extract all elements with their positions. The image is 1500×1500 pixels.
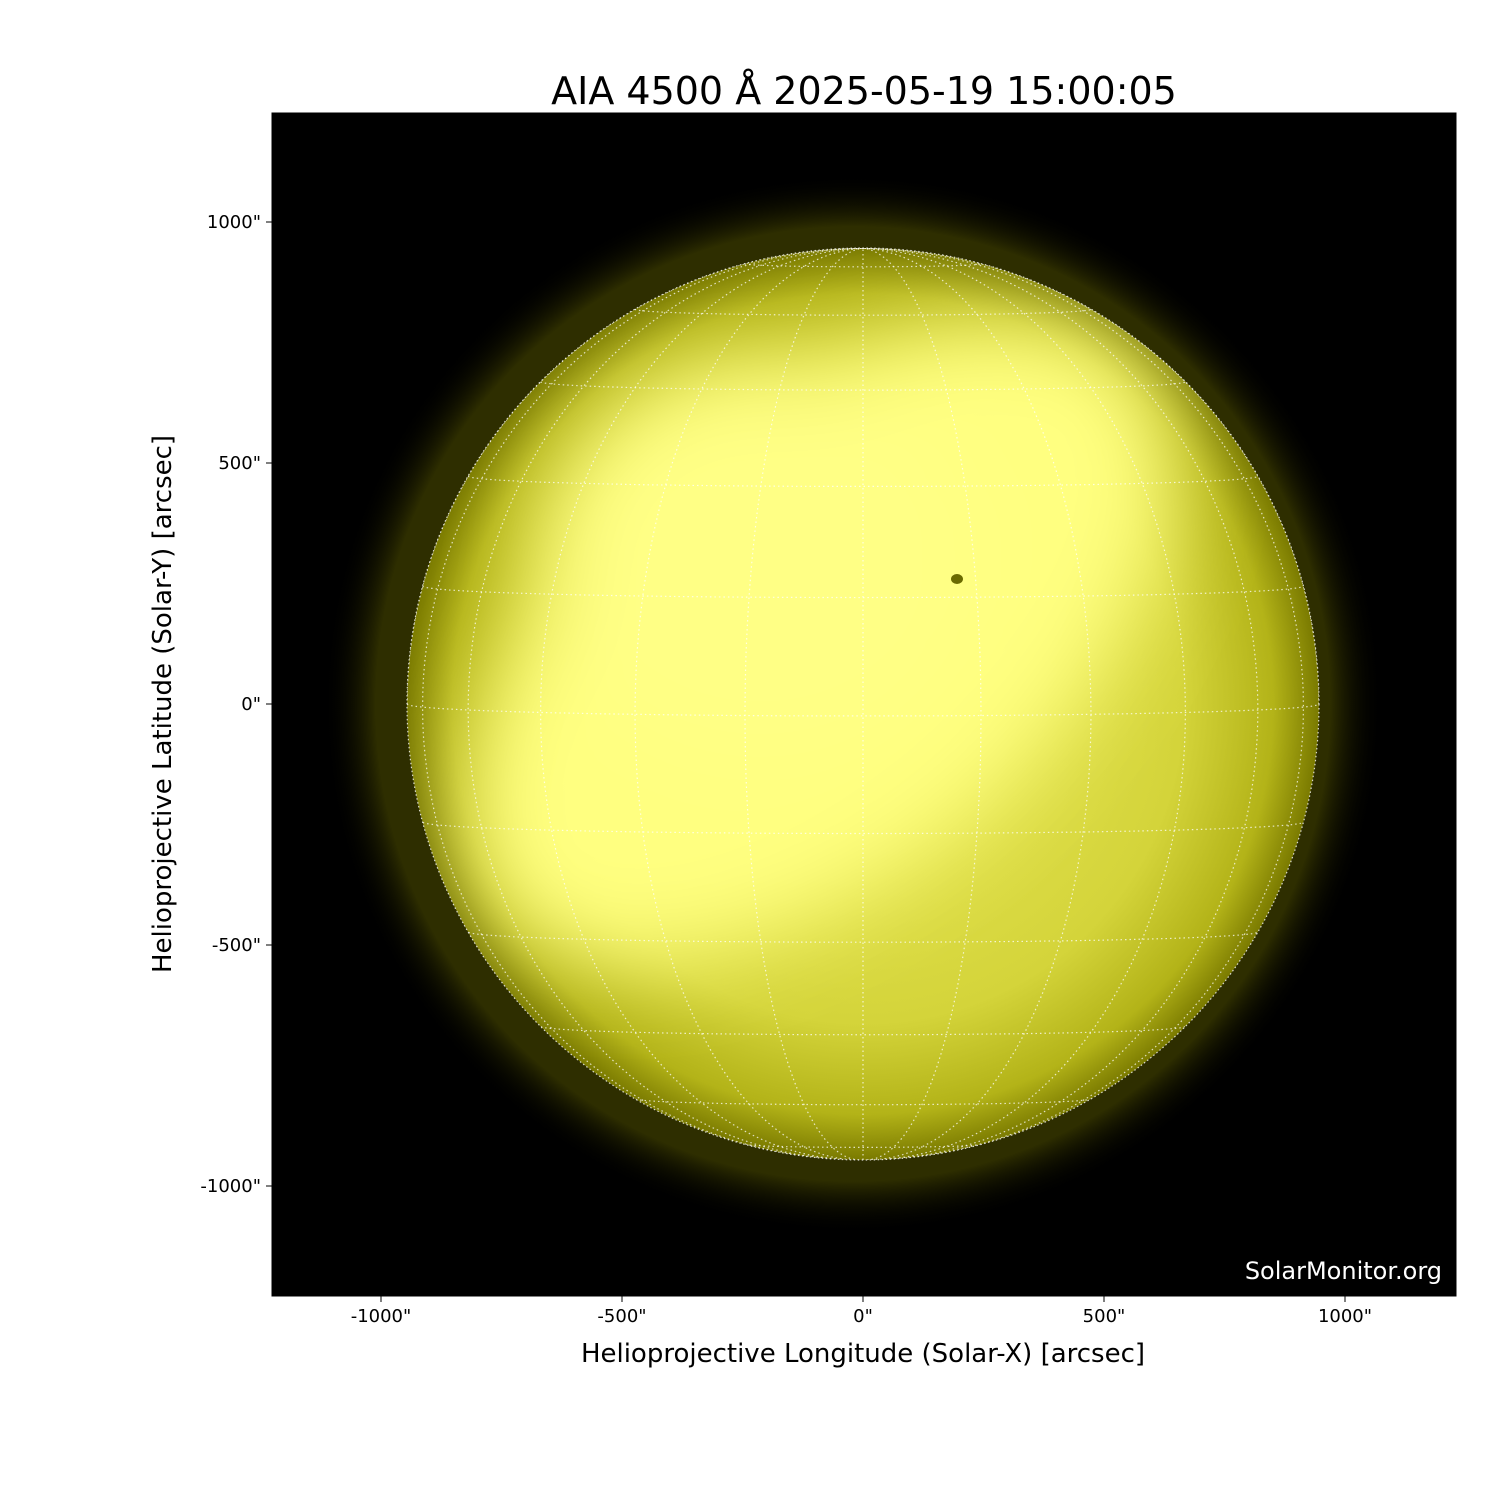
limb-outline bbox=[406, 247, 1320, 1161]
longitude-line bbox=[862, 248, 1187, 1160]
solar-disk bbox=[407, 248, 1319, 1160]
x-tick-label: 500" bbox=[1083, 1306, 1126, 1327]
x-tick-label: 1000" bbox=[1318, 1306, 1372, 1327]
y-tick-label: -500" bbox=[212, 935, 261, 956]
latitude-line bbox=[422, 821, 1304, 835]
longitude-line bbox=[862, 248, 1092, 1160]
watermark: SolarMonitor.org bbox=[1245, 1257, 1442, 1285]
y-tick-label: 1000" bbox=[207, 212, 261, 233]
sunspot bbox=[951, 574, 963, 584]
y-tick-label: 0" bbox=[241, 694, 261, 715]
longitude-line bbox=[421, 248, 864, 1159]
x-tick-label: 0" bbox=[853, 1306, 873, 1327]
y-axis-label: Helioprojective Latitude (Solar-Y) [arcs… bbox=[148, 435, 178, 973]
heliographic-grid bbox=[407, 248, 1319, 1160]
x-tick-label: -1000" bbox=[351, 1306, 412, 1327]
x-axis: -1000" -500" 0" 500" 1000" bbox=[351, 1296, 1372, 1327]
y-tick-label: -1000" bbox=[200, 1176, 261, 1197]
y-axis: 1000" 500" 0" -500" -1000" bbox=[200, 212, 272, 1197]
x-tick-label: -500" bbox=[597, 1306, 646, 1327]
x-axis-label: Helioprojective Longitude (Solar-X) [arc… bbox=[581, 1339, 1145, 1369]
longitude-line bbox=[862, 248, 1305, 1159]
latitude-line bbox=[745, 1144, 981, 1148]
latitude-line bbox=[634, 308, 1092, 316]
latitude-line bbox=[635, 1098, 1091, 1106]
latitude-line bbox=[407, 703, 1319, 717]
latitude-line bbox=[744, 262, 982, 268]
longitude-line bbox=[634, 248, 864, 1160]
y-tick-label: 500" bbox=[218, 453, 261, 474]
longitude-line bbox=[539, 248, 864, 1160]
plot-title: AIA 4500 Å 2025-05-19 15:00:05 bbox=[551, 69, 1177, 113]
